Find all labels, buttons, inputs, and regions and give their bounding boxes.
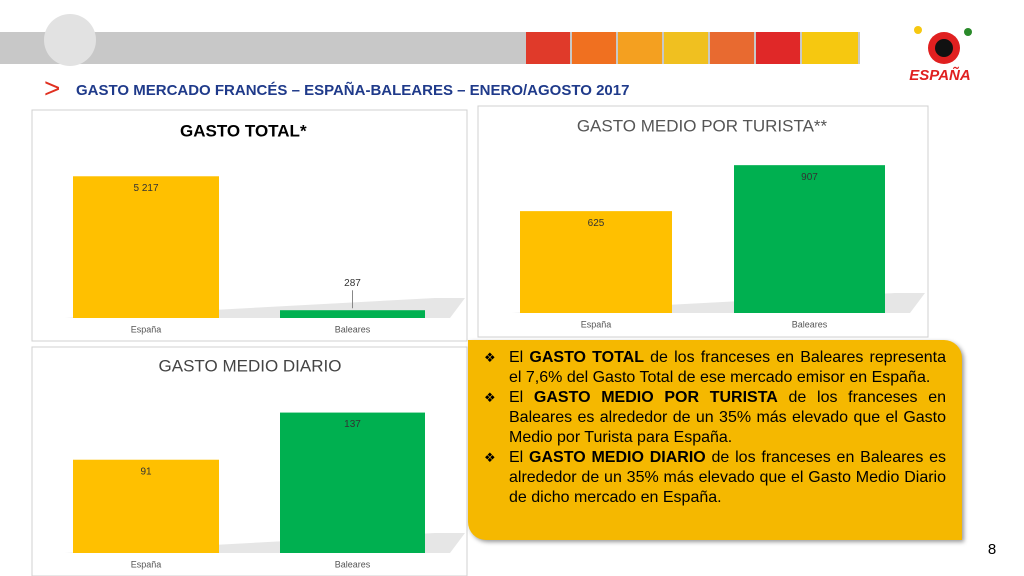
note-text: El <box>509 389 534 406</box>
bar <box>73 459 219 553</box>
data-label: 5 217 <box>133 183 158 194</box>
logo: ESPAÑA <box>909 26 972 84</box>
data-label: 907 <box>801 172 818 183</box>
note-item: El GASTO TOTAL de los franceses en Balea… <box>484 348 946 388</box>
note-emphasis: GASTO MEDIO DIARIO <box>529 449 706 466</box>
data-label: 137 <box>344 419 361 430</box>
note-text: de los franceses en Baleares representa … <box>509 349 947 386</box>
chart-title: GASTO TOTAL* <box>180 121 307 140</box>
note-text: El <box>509 449 530 466</box>
notes-box: El GASTO TOTAL de los franceses en Balea… <box>468 340 962 540</box>
note-text: de los franceses en Baleares es alrededo… <box>509 449 947 506</box>
bar <box>520 211 672 313</box>
bar <box>280 412 425 553</box>
header-tiles <box>526 32 858 64</box>
data-label: 625 <box>588 218 605 229</box>
x-tick-label: Baleares <box>335 559 371 569</box>
logo-text: ESPAÑA <box>909 66 970 84</box>
data-label: 91 <box>140 466 152 477</box>
decor-sun <box>44 14 96 66</box>
note-text: El <box>509 349 530 366</box>
page-number: 8 <box>988 541 996 558</box>
note-item: El GASTO MEDIO POR TURISTA de los france… <box>484 388 946 448</box>
x-tick-label: España <box>131 324 162 334</box>
bar <box>73 176 219 318</box>
chart-title: GASTO MEDIO POR TURISTA** <box>577 116 828 135</box>
bar <box>734 165 885 313</box>
chart-title: GASTO MEDIO DIARIO <box>159 356 342 375</box>
x-tick-label: España <box>131 559 162 569</box>
note-item: El GASTO MEDIO DIARIO de los franceses e… <box>484 448 946 508</box>
note-emphasis: GASTO MEDIO POR TURISTA <box>533 389 778 406</box>
header-marker: > <box>44 72 60 103</box>
x-tick-label: España <box>581 319 612 329</box>
note-emphasis: GASTO TOTAL <box>529 349 644 366</box>
x-tick-label: Baleares <box>792 319 828 329</box>
note-text: de los franceses en Baleares es alrededo… <box>509 389 946 446</box>
bar <box>280 310 425 318</box>
x-tick-label: Baleares <box>335 324 371 334</box>
data-label: 287 <box>344 278 361 289</box>
header-title: GASTO MERCADO FRANCÉS – ESPAÑA-BALEARES … <box>76 81 629 99</box>
